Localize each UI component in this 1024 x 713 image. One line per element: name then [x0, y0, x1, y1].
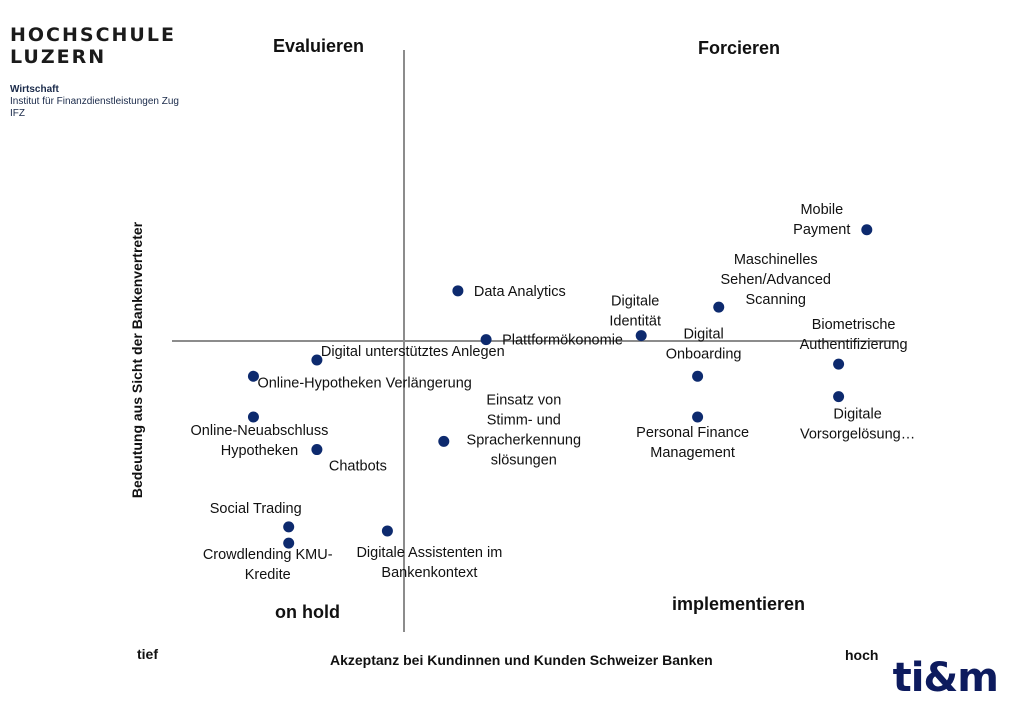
data-point-label: Digitale Identität: [609, 294, 661, 330]
data-point: [311, 354, 323, 366]
data-point-label-line: Crowdlending KMU-: [203, 547, 333, 563]
x-axis-label: Akzeptanz bei Kundinnen und Kunden Schwe…: [330, 652, 713, 668]
data-point-label-line: Scanning: [746, 292, 806, 308]
data-point-label-line: Management: [650, 445, 735, 461]
data-point-label: Chatbots: [329, 459, 387, 475]
data-point: [247, 411, 259, 423]
data-point: [283, 521, 295, 533]
data-point-label: Maschinelles Sehen/Advanced Scanning: [721, 252, 831, 308]
data-point-label: Data Analytics: [474, 284, 566, 300]
data-point-label-line: Authentifizierung: [800, 337, 908, 353]
data-point-label-line: Chatbots: [329, 459, 387, 475]
data-point-label: Social Trading: [210, 501, 302, 517]
data-point: [247, 370, 259, 382]
data-point: [861, 224, 873, 236]
data-point-label-line: Social Trading: [210, 501, 302, 517]
data-point: [311, 444, 323, 456]
data-point: [452, 285, 464, 297]
data-point-label: Digitale Vorsorgelösung…: [800, 407, 915, 443]
data-point: [438, 435, 450, 447]
data-point-label-line: Bankenkontext: [381, 565, 477, 581]
data-point: [692, 411, 704, 423]
data-point-label-line: Spracherkennung: [467, 432, 581, 448]
data-point-label-line: slösungen: [491, 452, 557, 468]
data-point-label: Digitale Assistenten im Bankenkontext: [356, 545, 502, 581]
data-point-label-line: Payment: [793, 222, 850, 238]
data-point-label-line: Online-Hypotheken Verlängerung: [257, 375, 471, 391]
data-point-label-line: Data Analytics: [474, 284, 566, 300]
data-point: [283, 537, 295, 549]
data-point-label-line: Personal Finance: [636, 425, 749, 441]
data-point-label: Crowdlending KMU- Kredite: [203, 547, 333, 583]
data-point-label: Mobile Payment: [793, 202, 850, 238]
logo-line-1: HOCHSCHULE: [10, 24, 176, 46]
quadrant-label-top-left: Evaluieren: [273, 36, 365, 56]
data-point: [833, 391, 845, 403]
data-point-label: Plattformökonomie: [502, 333, 623, 349]
data-point-label-line: Sehen/Advanced: [721, 272, 831, 288]
data-point-label-line: Mobile: [800, 202, 843, 218]
data-point: [381, 525, 393, 537]
data-point-label: Digital unterstütztes Anlegen: [321, 344, 505, 360]
data-points-group: Mobile Payment Maschinelles Sehen/Advanced S…: [191, 202, 916, 583]
logo-hochschule-luzern: HOCHSCHULE LUZERN Wirtschaft Institut fü…: [10, 24, 179, 120]
data-point-label-line: Vorsorgelösung…: [800, 427, 915, 443]
x-axis-low-label: tief: [137, 646, 158, 662]
data-point: [833, 358, 845, 370]
brand-logo-tim: ti&m: [892, 655, 999, 701]
logo-line-2: LUZERN: [10, 46, 107, 68]
data-point-label: Digital Onboarding: [666, 326, 742, 362]
data-point-label-line: Identität: [609, 314, 661, 330]
data-point-label-line: Kredite: [245, 567, 291, 583]
data-point-label-line: Stimm- und: [487, 412, 561, 428]
logo-institute: Institut für Finanzdienstleistungen Zug: [10, 96, 179, 107]
data-point: [713, 301, 725, 313]
data-point-label-line: Onboarding: [666, 346, 742, 362]
data-point-label: Einsatz von Stimm- und Spracherkennung slös…: [467, 392, 581, 468]
data-point-label: Online-Hypotheken Verlängerung: [257, 375, 471, 391]
data-point-label-line: Maschinelles: [734, 252, 818, 268]
quadrant-label-top-right: Forcieren: [698, 38, 781, 58]
data-point-label-line: Hypotheken: [221, 443, 298, 459]
data-point: [692, 370, 704, 382]
data-point-label-line: Online-Neuabschluss: [191, 423, 329, 439]
data-point-label: Personal Finance Management: [636, 425, 749, 461]
data-point-label-line: Digitale: [833, 407, 881, 423]
data-point-label: Online-Neuabschluss Hypotheken: [191, 423, 329, 459]
data-point-label-line: Einsatz von: [486, 392, 561, 408]
data-point-label-line: Digitale: [611, 294, 659, 310]
data-point: [480, 334, 492, 346]
logo-department: Wirtschaft: [10, 84, 59, 95]
data-point-label-line: Biometrische: [812, 317, 896, 333]
quadrant-label-bottom-left: on hold: [275, 602, 340, 622]
logo-abbreviation: IFZ: [10, 108, 25, 119]
quadrant-label-bottom-right: implementieren: [672, 594, 806, 614]
data-point: [635, 330, 647, 342]
data-point-label-line: Digital unterstütztes Anlegen: [321, 344, 505, 360]
data-point-label: Biometrische Authentifizierung: [800, 317, 908, 353]
data-point-label-line: Digital: [683, 326, 723, 342]
x-axis-high-label: hoch: [845, 647, 879, 663]
data-point-label-line: Digitale Assistenten im: [356, 545, 502, 561]
data-point-label-line: Plattformökonomie: [502, 333, 623, 349]
